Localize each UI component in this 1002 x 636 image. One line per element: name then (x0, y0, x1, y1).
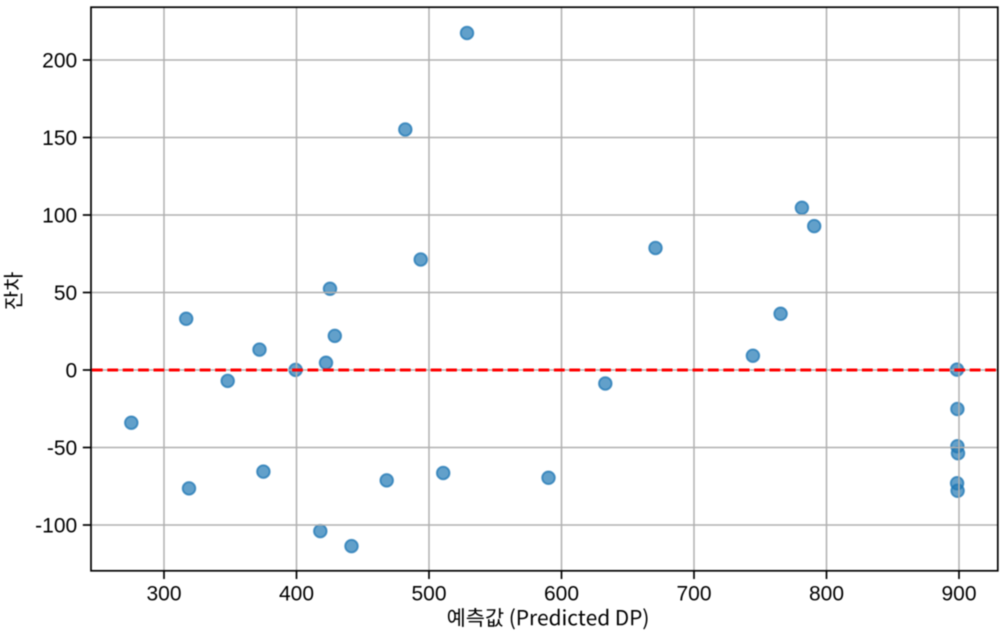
svg-text:-50: -50 (47, 437, 77, 460)
svg-text:100: 100 (42, 204, 77, 227)
svg-text:500: 500 (411, 582, 446, 605)
svg-text:700: 700 (676, 582, 711, 605)
svg-text:200: 200 (42, 49, 77, 72)
svg-text:800: 800 (809, 582, 844, 605)
svg-text:300: 300 (146, 582, 181, 605)
svg-text:0: 0 (66, 359, 78, 382)
svg-text:150: 150 (42, 127, 77, 150)
svg-text:400: 400 (279, 582, 314, 605)
svg-text:50: 50 (54, 282, 77, 305)
svg-text:600: 600 (544, 582, 579, 605)
svg-text:900: 900 (941, 582, 976, 605)
svg-text:-100: -100 (35, 514, 77, 537)
